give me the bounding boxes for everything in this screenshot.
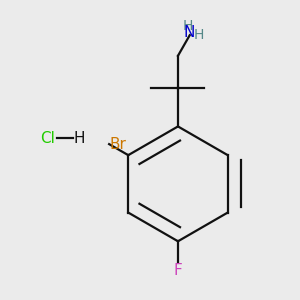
Text: H: H <box>182 19 193 33</box>
Text: Br: Br <box>110 136 126 152</box>
Text: Cl: Cl <box>40 131 55 146</box>
Text: H: H <box>194 28 204 42</box>
Text: F: F <box>174 262 182 278</box>
Text: H: H <box>74 131 85 146</box>
Text: N: N <box>184 25 195 40</box>
